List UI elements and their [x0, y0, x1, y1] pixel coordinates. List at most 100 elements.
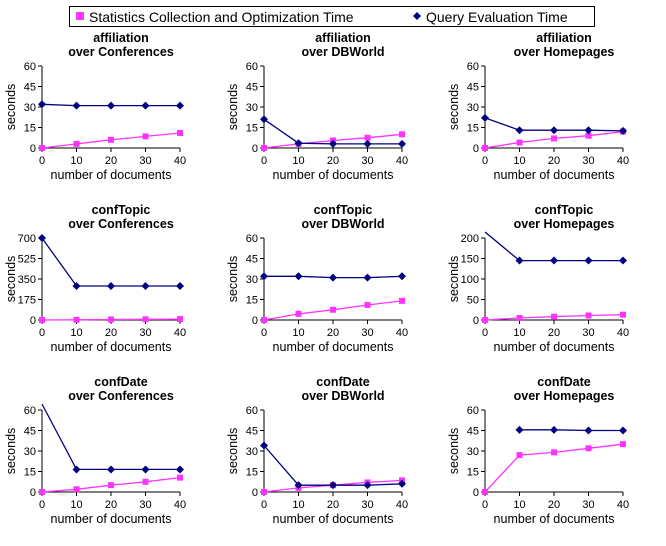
- chart-title: over DBWorld: [301, 45, 384, 59]
- y-tick-label: 100: [461, 274, 479, 286]
- query-data-point: [329, 273, 337, 282]
- stats-data-point: [261, 317, 267, 323]
- query-data-point: [550, 425, 558, 434]
- x-tick-label: 10: [513, 499, 525, 511]
- y-axis-label: seconds: [226, 84, 240, 131]
- x-axis-label: number of documents: [494, 340, 615, 354]
- x-axis-label: number of documents: [273, 512, 394, 526]
- x-axis-label: number of documents: [273, 168, 394, 182]
- stats-data-point: [620, 441, 626, 448]
- x-tick-label: 30: [361, 499, 373, 511]
- y-tick-label: 15: [467, 123, 479, 135]
- query-data-point: [515, 425, 524, 434]
- y-tick-label: 60: [467, 61, 479, 73]
- y-tick-label: 350: [18, 274, 36, 286]
- chart-title: confTopic: [92, 203, 151, 217]
- y-tick-label: 0: [252, 315, 258, 327]
- x-tick-label: 30: [361, 327, 373, 339]
- y-tick-label: 45: [24, 426, 36, 438]
- query-data-point: [294, 139, 303, 148]
- y-tick-label: 30: [24, 446, 36, 458]
- query-data-point: [72, 101, 81, 110]
- x-tick-label: 0: [261, 155, 267, 167]
- y-axis-label: seconds: [447, 428, 461, 475]
- x-tick-label: 0: [482, 155, 488, 167]
- chart-title: over Conferences: [68, 217, 174, 231]
- y-tick-label: 45: [467, 82, 479, 94]
- query-data-point: [584, 256, 593, 265]
- y-tick-label: 45: [246, 426, 258, 438]
- y-tick-label: 0: [473, 143, 479, 155]
- x-tick-label: 10: [292, 327, 304, 339]
- stats-data-point: [585, 132, 592, 139]
- y-tick-label: 0: [252, 143, 258, 155]
- query-data-point: [550, 126, 558, 135]
- x-tick-label: 0: [39, 327, 45, 339]
- query-data-point: [260, 115, 268, 124]
- stats-data-point: [73, 316, 80, 323]
- query-data-point: [260, 272, 268, 281]
- query-data-point: [141, 101, 150, 110]
- query-data-point: [584, 426, 593, 435]
- query-data-point: [619, 256, 627, 265]
- y-tick-label: 60: [246, 405, 258, 417]
- legend: Statistics Collection and Optimization T…: [69, 6, 595, 27]
- chart-title: over Conferences: [68, 45, 174, 59]
- query-data-point: [329, 139, 337, 148]
- y-tick-label: 0: [30, 315, 36, 327]
- x-tick-label: 10: [70, 155, 82, 167]
- legend-query-marker: [413, 12, 421, 20]
- y-tick-label: 15: [246, 295, 258, 307]
- x-tick-label: 20: [548, 499, 560, 511]
- stats-data-point: [516, 314, 523, 321]
- x-axis-label: number of documents: [273, 340, 394, 354]
- stats-data-point: [108, 316, 114, 323]
- stats-data-point: [482, 489, 488, 495]
- x-tick-label: 30: [139, 327, 151, 339]
- query-data-point: [619, 426, 627, 435]
- stats-data-point: [620, 311, 626, 318]
- x-tick-label: 40: [396, 499, 408, 511]
- query-data-point: [515, 256, 524, 265]
- stats-data-point: [177, 129, 183, 136]
- y-tick-label: 175: [18, 295, 36, 307]
- query-data-point: [107, 282, 115, 291]
- y-tick-label: 525: [18, 254, 36, 266]
- y-tick-label: 30: [467, 446, 479, 458]
- y-tick-label: 60: [246, 233, 258, 245]
- y-tick-label: 200: [461, 233, 479, 245]
- x-tick-label: 40: [617, 327, 629, 339]
- y-tick-label: 0: [30, 487, 36, 499]
- y-tick-label: 15: [467, 467, 479, 479]
- x-tick-label: 40: [174, 499, 186, 511]
- stats-data-point: [585, 312, 592, 319]
- query-series-line: [41, 403, 180, 471]
- query-data-point: [481, 113, 489, 122]
- y-tick-label: 30: [246, 446, 258, 458]
- y-tick-label: 45: [246, 82, 258, 94]
- query-data-point: [107, 465, 115, 474]
- y-tick-label: 0: [252, 487, 258, 499]
- y-tick-label: 15: [246, 123, 258, 135]
- stats-data-point: [364, 134, 371, 141]
- stats-data-point: [142, 478, 149, 485]
- x-tick-label: 20: [327, 499, 339, 511]
- y-axis-label: seconds: [4, 84, 18, 131]
- x-tick-label: 40: [174, 327, 186, 339]
- query-data-point: [176, 101, 184, 110]
- stats-data-point: [516, 452, 523, 459]
- query-data-point: [363, 139, 372, 148]
- x-tick-label: 0: [482, 327, 488, 339]
- x-axis-label: number of documents: [51, 340, 172, 354]
- x-tick-label: 20: [327, 327, 339, 339]
- y-tick-label: 0: [30, 143, 36, 155]
- chart-title: over Homepages: [514, 45, 615, 59]
